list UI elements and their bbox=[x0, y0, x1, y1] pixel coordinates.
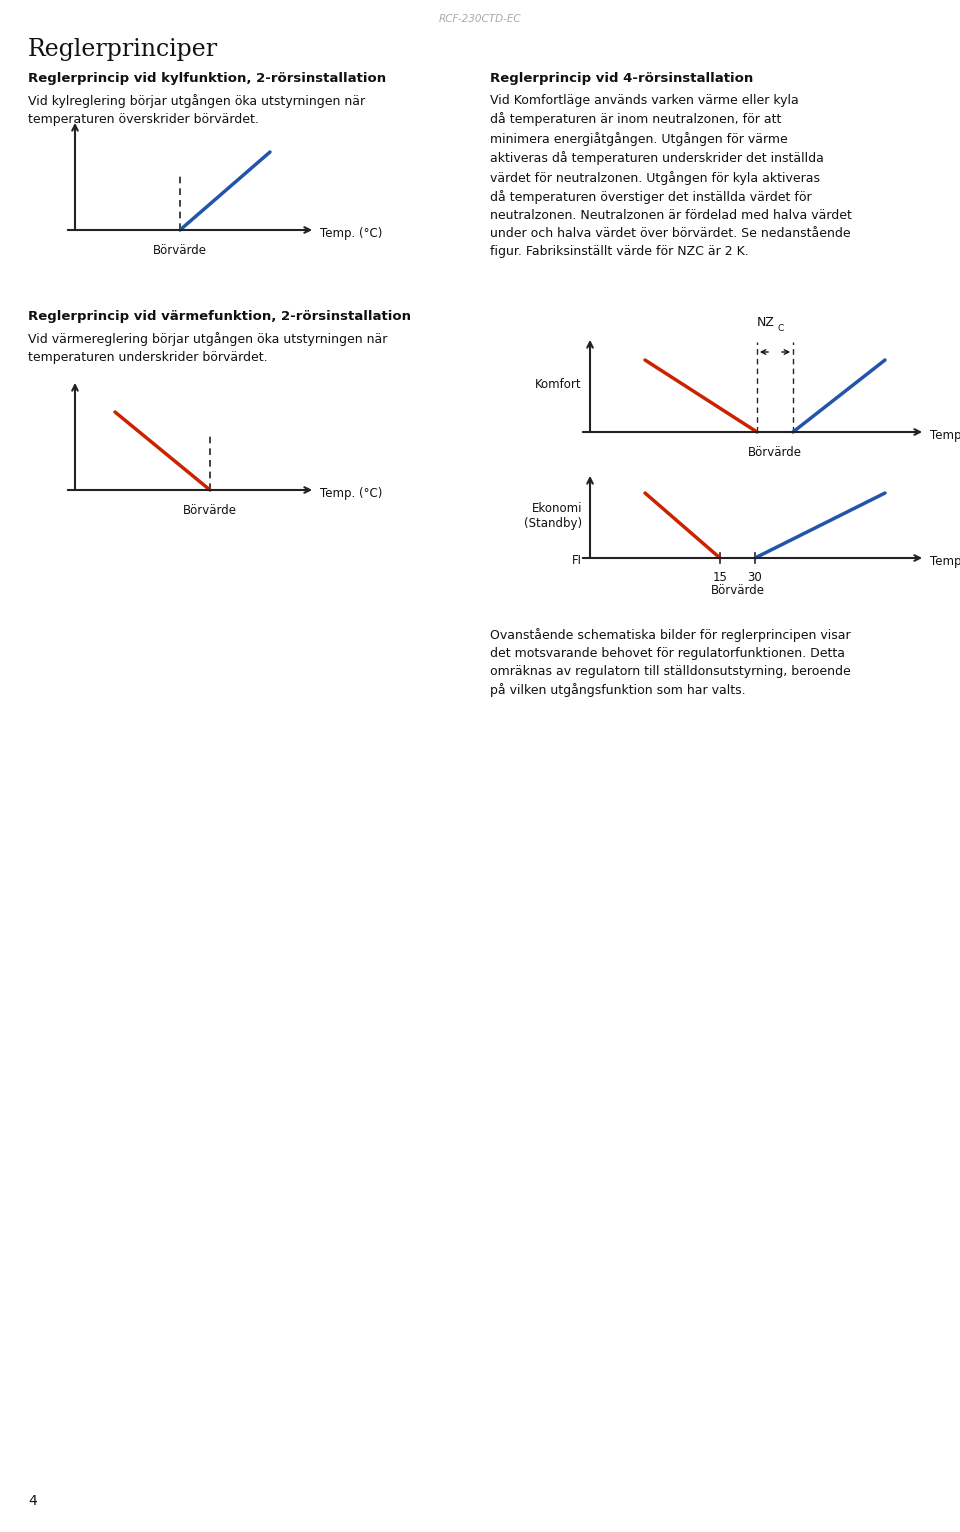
Text: Reglerprincip vid kylfunktion, 2-rörsinstallation: Reglerprincip vid kylfunktion, 2-rörsins… bbox=[28, 72, 386, 84]
Text: C: C bbox=[777, 323, 783, 332]
Text: Komfort: Komfort bbox=[536, 377, 582, 391]
Text: 30: 30 bbox=[748, 571, 762, 584]
Text: Reglerprinciper: Reglerprinciper bbox=[28, 38, 218, 61]
Text: 4: 4 bbox=[28, 1494, 36, 1507]
Text: NZ: NZ bbox=[757, 316, 775, 329]
Text: FI: FI bbox=[572, 555, 582, 567]
Text: Ekonomi
(Standby): Ekonomi (Standby) bbox=[524, 501, 582, 530]
Text: RCF-230CTD-EC: RCF-230CTD-EC bbox=[439, 14, 521, 25]
Text: Reglerprincip vid värmefunktion, 2-rörsinstallation: Reglerprincip vid värmefunktion, 2-rörsi… bbox=[28, 309, 411, 323]
Text: Börvärde: Börvärde bbox=[748, 446, 802, 460]
Text: Vid kylreglering börjar utgången öka utstyrningen när
temperaturen överskrider b: Vid kylreglering börjar utgången öka uts… bbox=[28, 93, 365, 126]
Text: Ovanstående schematiska bilder för reglerprincipen visar
det motsvarande behovet: Ovanstående schematiska bilder för regle… bbox=[490, 628, 851, 697]
Text: Temp. (°C): Temp. (°C) bbox=[320, 227, 382, 239]
Text: Temp. (°C): Temp. (°C) bbox=[930, 555, 960, 567]
Text: 15: 15 bbox=[712, 571, 728, 584]
Text: Börvärde: Börvärde bbox=[183, 504, 237, 516]
Text: Börvärde: Börvärde bbox=[710, 584, 764, 597]
Text: Temp. (°C): Temp. (°C) bbox=[320, 487, 382, 499]
Text: Temp. (°C): Temp. (°C) bbox=[930, 429, 960, 441]
Text: Vid värmereglering börjar utgången öka utstyrningen när
temperaturen underskride: Vid värmereglering börjar utgången öka u… bbox=[28, 332, 388, 365]
Text: Reglerprincip vid 4-rörsinstallation: Reglerprincip vid 4-rörsinstallation bbox=[490, 72, 754, 84]
Text: Vid Komfortläge används varken värme eller kyla
då temperaturen är inom neutralz: Vid Komfortläge används varken värme ell… bbox=[490, 93, 852, 259]
Text: Börvärde: Börvärde bbox=[153, 244, 207, 257]
